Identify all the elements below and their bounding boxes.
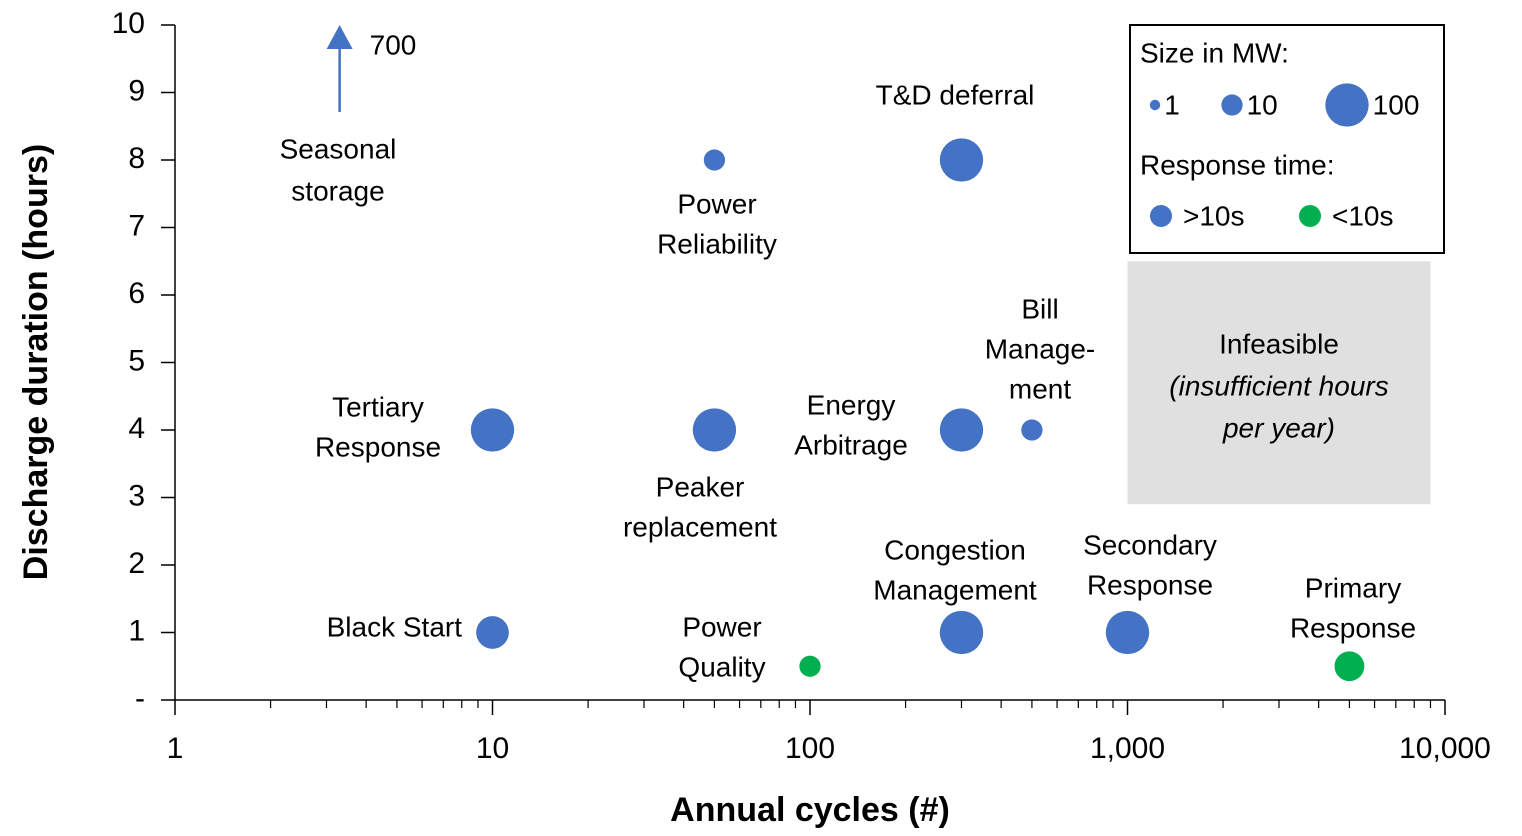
x-axis-title: Annual cycles (#): [670, 791, 950, 829]
bubble: [1105, 610, 1150, 655]
point-label: Congestion: [884, 534, 1026, 565]
x-tick-label: 10,000: [1399, 732, 1491, 765]
point-label: Energy: [807, 389, 896, 420]
legend-box: [1129, 24, 1445, 254]
y-tick-label: 8: [128, 142, 145, 175]
legend-size-label: 10: [1247, 89, 1278, 120]
point-label: replacement: [623, 511, 777, 542]
point-label: Primary: [1305, 572, 1401, 603]
region-label: Infeasible: [1219, 328, 1339, 359]
x-tick-label: 100: [785, 732, 835, 765]
legend-size-marker: [1325, 83, 1369, 127]
legend-size-label: 100: [1373, 89, 1420, 120]
x-tick-label: 10: [476, 732, 509, 765]
legend-label: <10s: [1332, 200, 1394, 231]
point-label: Response: [315, 431, 441, 462]
y-tick-label: 4: [128, 412, 145, 445]
point-label: Power: [682, 611, 761, 642]
point-label: Manage-: [985, 333, 1096, 364]
bubble: [939, 138, 984, 182]
x-tick-label: 1: [167, 732, 184, 765]
arrow-value: 700: [370, 29, 417, 60]
bubble: [470, 408, 515, 452]
legend-size-label: 1: [1164, 89, 1180, 120]
y-tick-label: 2: [128, 547, 145, 580]
point-label: Arbitrage: [794, 429, 908, 460]
point-label: Response: [1290, 612, 1416, 643]
bubble: [1334, 651, 1365, 682]
region-label: (insufficient hours: [1169, 370, 1388, 401]
y-tick-label: 1: [128, 614, 145, 647]
region-label: per year): [1222, 412, 1335, 443]
point-label: Power: [677, 188, 756, 219]
annotation-label: Seasonal: [280, 133, 397, 164]
bubble: [476, 616, 509, 649]
point-label: Response: [1087, 569, 1213, 600]
point-label: Quality: [678, 651, 765, 682]
bubble: [1021, 419, 1043, 441]
infeasible-region: [1127, 261, 1431, 505]
point-label: Bill: [1021, 293, 1058, 324]
bubble: [799, 655, 821, 677]
legend-title: Size in MW:: [1140, 37, 1289, 68]
arrow-head: [326, 25, 353, 49]
legend-title: Response time:: [1140, 149, 1335, 180]
bubble: [939, 408, 984, 452]
point-label: Peaker: [656, 471, 745, 502]
y-tick-label: -: [135, 682, 145, 715]
legend-label: >10s: [1183, 200, 1245, 231]
y-tick-label: 9: [128, 74, 145, 107]
point-label: Tertiary: [332, 391, 424, 422]
y-tick-label: 7: [128, 209, 145, 242]
annotation-label: storage: [291, 175, 384, 206]
y-tick-label: 6: [128, 277, 145, 310]
bubble: [703, 149, 726, 171]
legend-marker: [1150, 205, 1172, 227]
point-label: ment: [1009, 373, 1071, 404]
y-axis-title: Discharge duration (hours): [17, 144, 55, 580]
y-tick-label: 3: [128, 479, 145, 512]
bubble: [692, 408, 737, 452]
point-label: Reliability: [657, 228, 777, 259]
legend-marker: [1299, 205, 1321, 227]
legend-size-marker: [1221, 94, 1243, 116]
y-tick-label: 10: [112, 7, 145, 40]
legend-size-marker: [1149, 99, 1161, 111]
point-label: T&D deferral: [876, 79, 1035, 110]
point-label: Black Start: [327, 611, 463, 642]
x-tick-label: 1,000: [1090, 732, 1165, 765]
y-tick-label: 5: [128, 344, 145, 377]
point-label: Management: [873, 574, 1037, 605]
point-label: Secondary: [1083, 529, 1217, 560]
bubble: [939, 610, 984, 655]
